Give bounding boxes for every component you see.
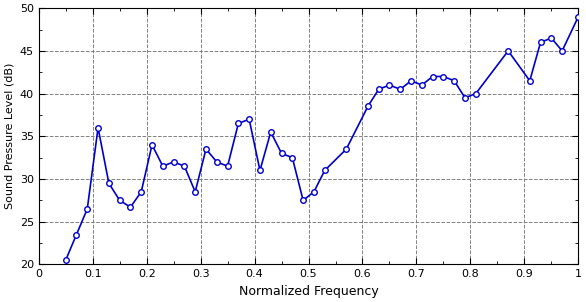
Y-axis label: Sound Pressure Level (dB): Sound Pressure Level (dB) (4, 63, 14, 210)
X-axis label: Normalized Frequency: Normalized Frequency (239, 285, 379, 298)
